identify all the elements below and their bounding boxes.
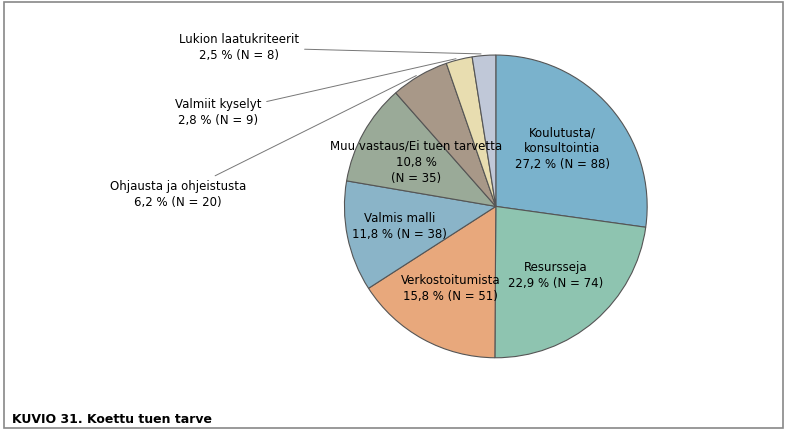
Wedge shape bbox=[346, 93, 496, 206]
Text: KUVIO 31. Koettu tuen tarve: KUVIO 31. Koettu tuen tarve bbox=[12, 413, 212, 426]
Wedge shape bbox=[496, 55, 647, 227]
Text: Valmis malli
11,8 % (N = 38): Valmis malli 11,8 % (N = 38) bbox=[352, 212, 447, 240]
Wedge shape bbox=[345, 181, 496, 288]
Wedge shape bbox=[472, 55, 496, 206]
Text: Muu vastaus/Ei tuen tarvetta
10,8 %
(N = 35): Muu vastaus/Ei tuen tarvetta 10,8 % (N =… bbox=[331, 140, 503, 184]
Text: Ohjausta ja ohjeistusta
6,2 % (N = 20): Ohjausta ja ohjeistusta 6,2 % (N = 20) bbox=[110, 76, 416, 209]
Text: Koulutusta/
konsultointia
27,2 % (N = 88): Koulutusta/ konsultointia 27,2 % (N = 88… bbox=[515, 126, 609, 171]
Text: Resursseja
22,9 % (N = 74): Resursseja 22,9 % (N = 74) bbox=[508, 261, 603, 289]
Wedge shape bbox=[368, 206, 496, 358]
Text: Verkostoitumista
15,8 % (N = 51): Verkostoitumista 15,8 % (N = 51) bbox=[401, 274, 501, 303]
Wedge shape bbox=[446, 57, 496, 206]
Text: Valmiit kyselyt
2,8 % (N = 9): Valmiit kyselyt 2,8 % (N = 9) bbox=[175, 59, 456, 127]
Wedge shape bbox=[396, 63, 496, 206]
Text: Lukion laatukriteerit
2,5 % (N = 8): Lukion laatukriteerit 2,5 % (N = 8) bbox=[179, 33, 481, 62]
Wedge shape bbox=[495, 206, 645, 358]
